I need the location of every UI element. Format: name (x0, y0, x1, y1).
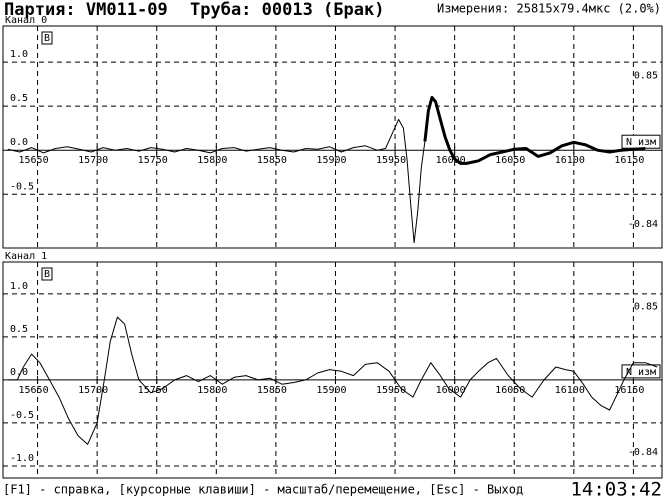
y-tick-label: -1.0 (10, 453, 34, 464)
batch: Партия: VM011-09 (4, 0, 168, 20)
plot-frame (2, 25, 663, 249)
y-tick-label: -0.5 (10, 181, 34, 192)
signal-line (7, 118, 426, 244)
y-tick-label: 0.5 (10, 93, 28, 104)
x-tick-label: 15700 (78, 155, 108, 166)
x-tick-label: 15850 (257, 155, 287, 166)
x-tick-label: 16050 (495, 155, 525, 166)
plot-frame (2, 261, 663, 479)
unit-label: N изм (626, 137, 656, 148)
channel-title: Канал 1 (5, 251, 47, 262)
channel-title: Канал 0 (5, 15, 47, 26)
marker-box (41, 31, 53, 45)
y-tick-label: 0.0 (10, 367, 28, 378)
x-tick-label: 16100 (555, 155, 585, 166)
x-tick-label: 15850 (257, 385, 287, 396)
measure: Измерения: 25815x79.4мкс (2.0%) (437, 2, 661, 16)
x-tick-label: 15950 (376, 155, 406, 166)
x-tick-label: 15800 (197, 155, 227, 166)
help: [F1] - справка, [курсорные клавиши] - ма… (3, 483, 523, 497)
x-tick-label: 15900 (316, 385, 346, 396)
unit-label: N изм (626, 367, 656, 378)
x-tick-label: 15750 (138, 155, 168, 166)
x-tick-label: 15900 (316, 155, 346, 166)
y-tick-label: 0.0 (10, 137, 28, 148)
time: 14:03:42 (570, 479, 662, 499)
signal-line (423, 95, 646, 165)
unit-box (621, 364, 661, 379)
y-tick-label: 0.5 (10, 324, 28, 335)
y-tick-label: 1.0 (10, 49, 28, 60)
x-tick-label: 15950 (376, 385, 406, 396)
x-tick-label: 15750 (138, 385, 168, 396)
y-tick-label: 1.0 (10, 281, 28, 292)
x-tick-label: 16000 (436, 155, 466, 166)
threshold-label: 0.85 (634, 302, 658, 313)
x-tick-label: 16100 (555, 385, 585, 396)
x-tick-label: 16150 (614, 155, 644, 166)
threshold-label: 0.85 (634, 70, 658, 81)
x-tick-label: 16150 (614, 385, 644, 396)
marker: В (44, 269, 50, 280)
marker: В (44, 33, 50, 44)
x-tick-label: 16050 (495, 385, 525, 396)
x-tick-label: 15650 (19, 385, 49, 396)
y-tick-label: -0.5 (10, 410, 34, 421)
x-tick-label: 15800 (197, 385, 227, 396)
marker-box (41, 267, 53, 281)
pipe: Труба: 00013 (Брак) (190, 0, 384, 20)
threshold-label: -0.84 (628, 447, 658, 458)
signal-line (7, 316, 658, 445)
threshold-label: -0.84 (628, 219, 658, 230)
x-tick-label: 15650 (19, 155, 49, 166)
x-tick-label: 15700 (78, 385, 108, 396)
